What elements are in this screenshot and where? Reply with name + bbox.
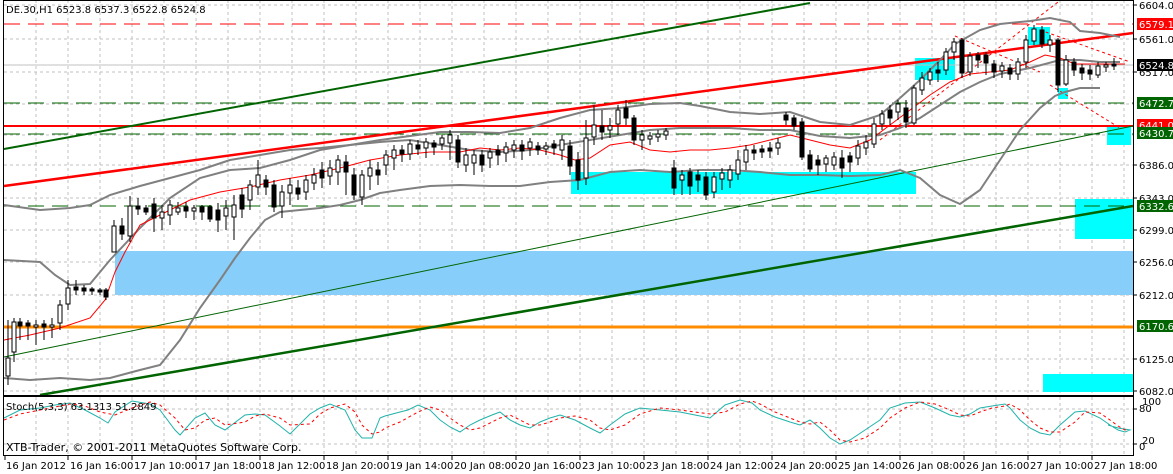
- time-label-13: 25 Jan 14:00: [838, 461, 901, 472]
- candlesticks[interactable]: [5, 25, 1117, 385]
- stoch-tick-100: 100: [1142, 397, 1161, 408]
- price-tick-6212: 6212.0: [1139, 291, 1173, 302]
- price-tag-6472[interactable]: 6472.7: [1137, 97, 1173, 110]
- watermark: XTB-Trader, © 2001-2011 MetaQuotes Softw…: [6, 441, 302, 454]
- price-tick-6517: 6517.0: [1139, 68, 1173, 79]
- time-label-12: 24 Jan 20:00: [774, 461, 837, 472]
- stoch-signal-line: [3, 400, 1129, 443]
- time-label-4: 18 Jan 12:00: [262, 461, 325, 472]
- time-label-11: 24 Jan 12:00: [710, 461, 773, 472]
- zone-cyan-6332[interactable]: [1075, 199, 1133, 239]
- main-price-pane[interactable]: DE.30,H1 6523.8 6537.3 6522.8 6524.8: [3, 0, 1134, 397]
- price-tick-6256: 6256.0: [1139, 258, 1173, 269]
- time-label-16: 27 Jan 10:00: [1030, 461, 1093, 472]
- price-tag-6430[interactable]: 6430.7: [1137, 127, 1173, 140]
- time-label-1: 16 Jan 16:00: [70, 461, 133, 472]
- time-axis[interactable]: 16 Jan 2012 16 Jan 16:00 17 Jan 10:00 17…: [4, 456, 1157, 472]
- zone-cyan-6430[interactable]: [1107, 127, 1131, 145]
- price-tag-6472-label: 6472.7: [1139, 99, 1173, 110]
- price-tag-6430-label: 6430.7: [1139, 129, 1173, 140]
- price-tick-6386: 6386.0: [1139, 161, 1173, 172]
- trendline-lower-green[interactable]: [39, 204, 1134, 397]
- price-tag-6524-current[interactable]: 6524.8: [1137, 59, 1173, 72]
- stoch-grid: [4, 397, 1133, 455]
- time-label-3: 17 Jan 18:00: [198, 461, 261, 472]
- zone-light-blue[interactable]: [115, 251, 1133, 295]
- stoch-tick-20: 20: [1142, 436, 1155, 447]
- zone-cyan-top-right[interactable]: [1028, 27, 1050, 45]
- time-label-8: 20 Jan 16:00: [518, 461, 581, 472]
- stoch-tick-0: 0: [1139, 442, 1145, 453]
- price-tag-6579[interactable]: 6579.1: [1137, 18, 1173, 31]
- stoch-label: Stoch(5,3,3) 63.1313 51.2849: [6, 402, 157, 413]
- time-label-9: 23 Jan 10:00: [582, 461, 645, 472]
- price-tag-6332-label: 6332.6: [1139, 202, 1173, 213]
- time-label-5: 18 Jan 20:00: [326, 461, 389, 472]
- price-tick-6561: 6561.0: [1139, 35, 1173, 46]
- price-tick-6299: 6299.0: [1139, 226, 1173, 237]
- stoch-pane-border: [3, 396, 1134, 456]
- price-tag-6170-label: 6170.6: [1139, 322, 1173, 333]
- time-label-17: 27 Jan 18:00: [1094, 461, 1157, 472]
- moving-average: [3, 54, 1125, 341]
- time-label-0: 16 Jan 2012: [6, 461, 66, 472]
- price-tick-6604: 6604.0: [1139, 1, 1173, 12]
- time-label-6: 19 Jan 14:00: [390, 461, 453, 472]
- price-tag-6524-label: 6524.8: [1139, 61, 1173, 72]
- price-tick-6343: 6343.0: [1139, 194, 1173, 205]
- stochastic-pane[interactable]: Stoch(5,3,3) 63.1313 51.2849 XTB-Trader,…: [3, 397, 1133, 455]
- stoch-tick-80: 80: [1139, 404, 1152, 415]
- bollinger-bands: [3, 16, 1121, 382]
- price-axis[interactable]: 6604.0 6561.0 6517.0 6386.0 6343.0 6299.…: [1133, 1, 1173, 398]
- time-label-7: 20 Jan 08:00: [454, 461, 517, 472]
- price-tick-6125: 6125.0: [1139, 355, 1173, 366]
- time-label-2: 17 Jan 10:00: [134, 461, 197, 472]
- trendline-upper-green[interactable]: [3, 2, 811, 150]
- price-tick-6082: 6082.0: [1139, 387, 1173, 398]
- time-label-14: 26 Jan 08:00: [902, 461, 965, 472]
- price-tag-6579-label: 6579.1: [1139, 20, 1173, 31]
- stoch-axis: 100 80 20 0: [1133, 397, 1161, 453]
- fan-lines: [879, 1, 1131, 141]
- symbol-header: DE.30,H1 6523.8 6537.3 6522.8 6524.8: [6, 5, 206, 16]
- time-label-15: 26 Jan 16:00: [966, 461, 1029, 472]
- price-tag-6332[interactable]: 6332.6: [1137, 200, 1173, 213]
- time-label-10: 23 Jan 18:00: [646, 461, 709, 472]
- price-tag-6441-label: 6441.0: [1139, 121, 1173, 132]
- price-tag-6170[interactable]: 6170.6: [1137, 320, 1173, 333]
- zone-cyan-bottom[interactable]: [1043, 374, 1133, 392]
- trendline-thin-green[interactable]: [3, 125, 1134, 358]
